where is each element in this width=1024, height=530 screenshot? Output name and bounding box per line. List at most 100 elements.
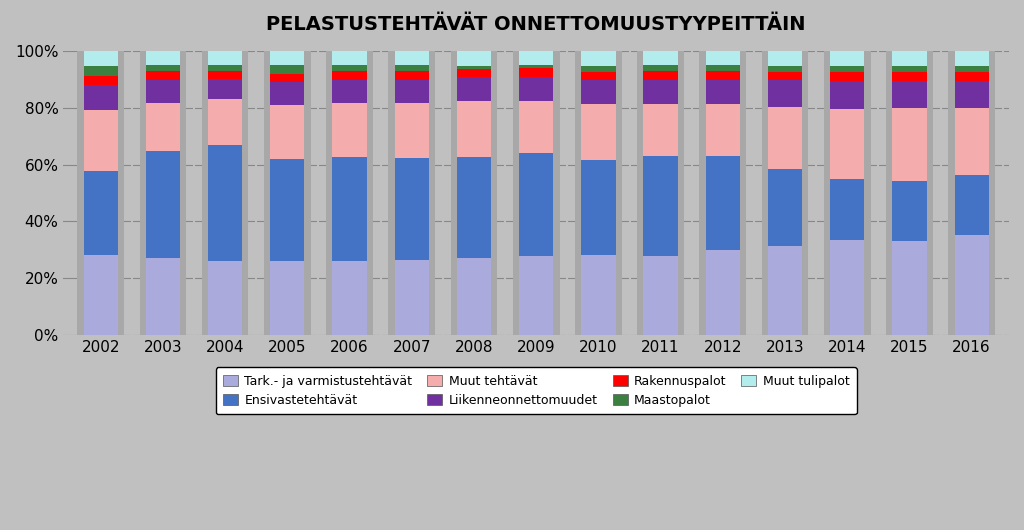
Bar: [954, 175, 989, 235]
Bar: [643, 72, 678, 80]
Bar: [824, 51, 870, 335]
Bar: [202, 51, 249, 335]
Bar: [333, 157, 367, 261]
Bar: [519, 68, 553, 77]
Bar: [954, 81, 989, 108]
Bar: [948, 51, 995, 335]
Bar: [145, 102, 180, 152]
Bar: [886, 51, 933, 335]
Bar: [519, 51, 553, 66]
Bar: [457, 157, 492, 258]
Bar: [394, 103, 429, 158]
Bar: [333, 102, 367, 157]
Bar: [582, 161, 615, 255]
Bar: [394, 158, 429, 260]
Bar: [84, 76, 118, 85]
Bar: [145, 65, 180, 71]
Bar: [768, 72, 802, 81]
Bar: [892, 181, 927, 242]
Bar: [145, 152, 180, 258]
Bar: [830, 66, 864, 72]
Bar: [830, 179, 864, 241]
Bar: [643, 256, 678, 335]
Bar: [954, 51, 989, 66]
Bar: [706, 103, 740, 156]
Bar: [519, 154, 553, 256]
Bar: [84, 255, 118, 335]
Bar: [84, 66, 118, 76]
Title: PELASTUSTEHTÄVÄT ONNETTOMUUSTYYPEITTÄIN: PELASTUSTEHTÄVÄT ONNETTOMUUSTYYPEITTÄIN: [266, 15, 806, 34]
Bar: [327, 51, 373, 335]
Bar: [892, 108, 927, 181]
Bar: [768, 51, 802, 66]
Bar: [768, 107, 802, 169]
Bar: [762, 51, 808, 335]
Bar: [457, 258, 492, 335]
Bar: [333, 71, 367, 80]
Bar: [954, 72, 989, 81]
Bar: [208, 99, 243, 145]
Bar: [333, 80, 367, 102]
Bar: [145, 51, 180, 65]
Bar: [892, 51, 927, 66]
Bar: [582, 255, 615, 335]
Bar: [892, 66, 927, 72]
Bar: [208, 65, 243, 70]
Bar: [270, 82, 304, 105]
Legend: Tark.- ja varmistustehtävät, Ensivastetehtävät, Muut tehtävät, Liikenneonnettomu: Tark.- ja varmistustehtävät, Ensivastete…: [216, 367, 857, 414]
Bar: [706, 80, 740, 103]
Bar: [394, 51, 429, 65]
Bar: [145, 258, 180, 335]
Bar: [830, 109, 864, 179]
Bar: [84, 85, 118, 110]
Bar: [706, 51, 740, 66]
Bar: [208, 51, 243, 65]
Bar: [706, 156, 740, 250]
Bar: [519, 77, 553, 101]
Bar: [706, 66, 740, 72]
Bar: [575, 51, 622, 335]
Bar: [84, 110, 118, 171]
Bar: [388, 51, 435, 335]
Bar: [643, 66, 678, 72]
Bar: [830, 51, 864, 66]
Bar: [145, 71, 180, 80]
Bar: [208, 261, 243, 335]
Bar: [78, 51, 124, 335]
Bar: [457, 68, 492, 77]
Bar: [892, 242, 927, 335]
Bar: [270, 105, 304, 159]
Bar: [394, 65, 429, 71]
Bar: [643, 80, 678, 103]
Bar: [519, 66, 553, 68]
Bar: [519, 256, 553, 335]
Bar: [270, 51, 304, 65]
Bar: [457, 77, 492, 101]
Bar: [270, 261, 304, 335]
Bar: [643, 156, 678, 256]
Bar: [830, 72, 864, 82]
Bar: [830, 82, 864, 109]
Bar: [643, 103, 678, 156]
Bar: [768, 169, 802, 246]
Bar: [768, 246, 802, 335]
Bar: [139, 51, 186, 335]
Bar: [333, 261, 367, 335]
Bar: [582, 66, 615, 72]
Bar: [264, 51, 310, 335]
Bar: [519, 101, 553, 154]
Bar: [457, 51, 492, 66]
Bar: [270, 65, 304, 74]
Bar: [84, 171, 118, 255]
Bar: [457, 66, 492, 68]
Bar: [208, 145, 243, 261]
Bar: [457, 101, 492, 157]
Bar: [830, 241, 864, 335]
Bar: [582, 104, 615, 161]
Bar: [643, 51, 678, 66]
Bar: [394, 71, 429, 80]
Bar: [394, 80, 429, 103]
Bar: [451, 51, 498, 335]
Bar: [582, 51, 615, 66]
Bar: [954, 66, 989, 72]
